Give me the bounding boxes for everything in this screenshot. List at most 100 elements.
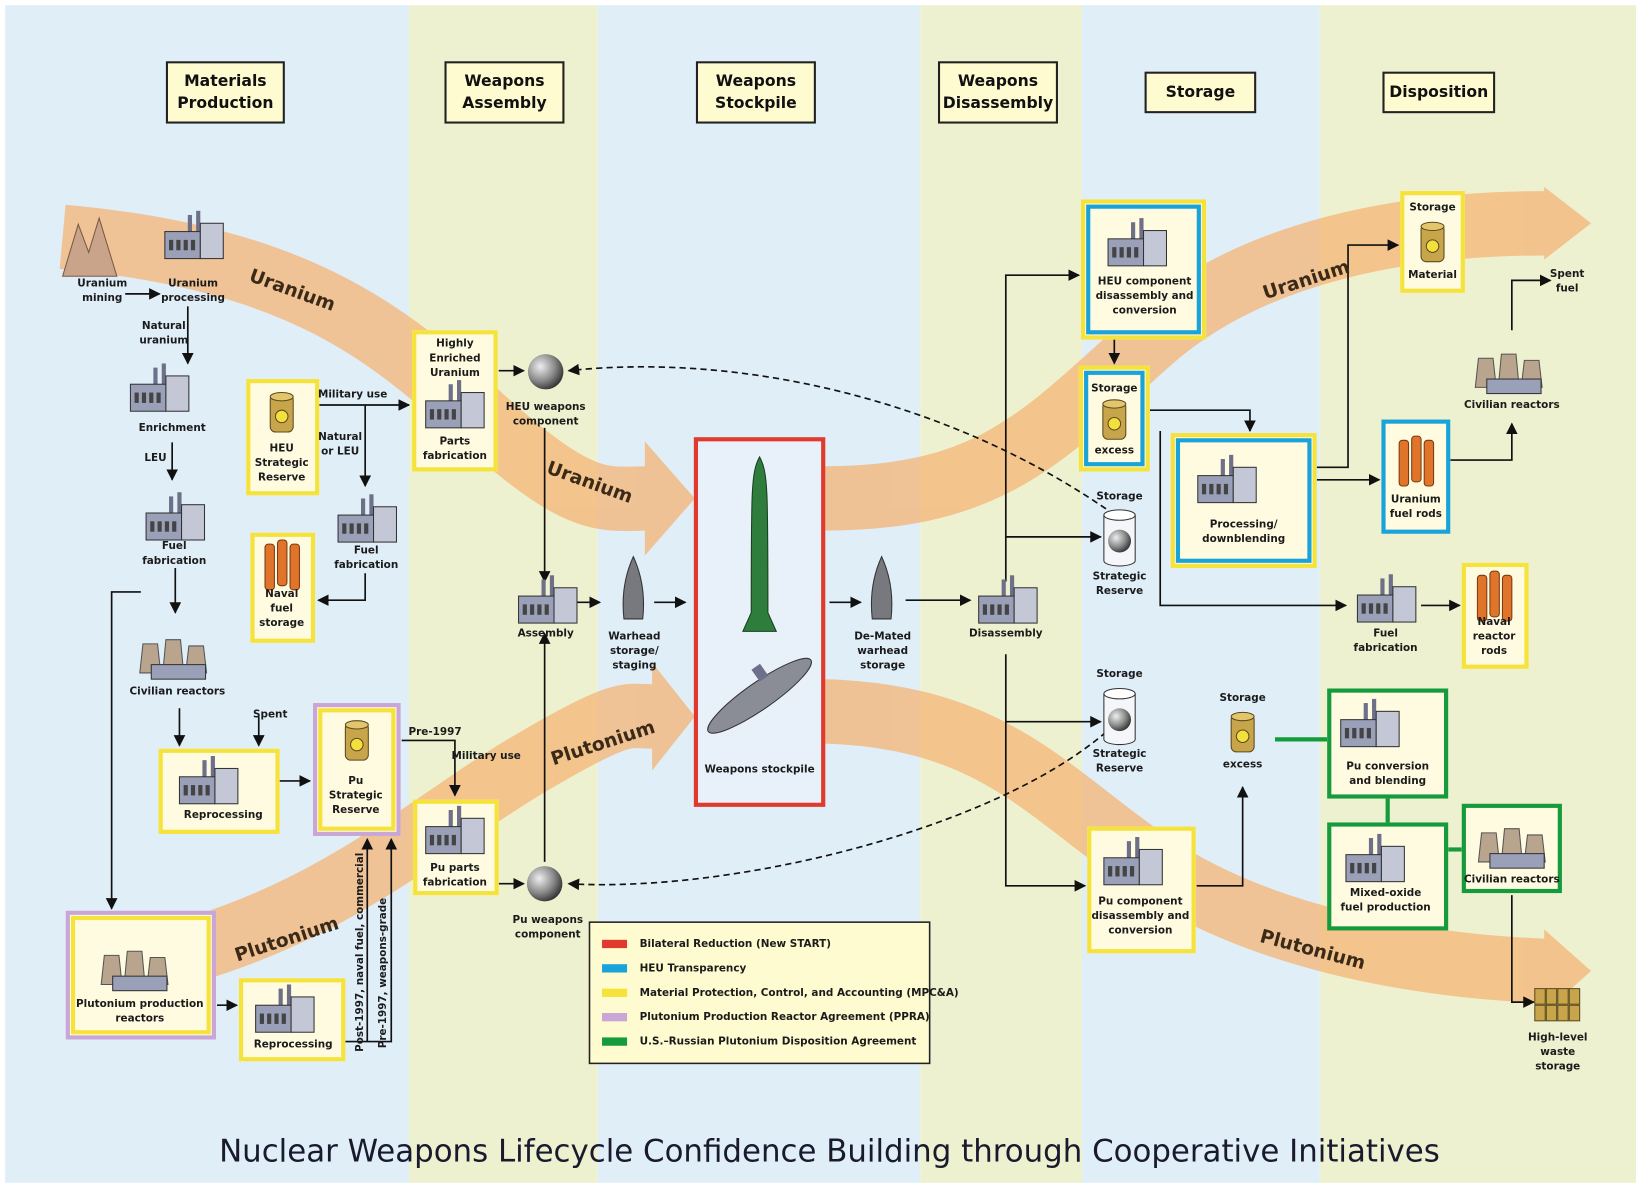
- icon-part: [176, 240, 180, 250]
- icon-part: [172, 521, 176, 531]
- diagram-title: Nuclear Weapons Lifecycle Confidence Bui…: [219, 1134, 1440, 1170]
- node-label: Pu weapons: [512, 914, 583, 926]
- icon-part: [1202, 484, 1206, 494]
- icon-part: [1209, 484, 1213, 494]
- node-icon: [1475, 354, 1542, 393]
- icon-part: [523, 604, 527, 614]
- icon-part: [290, 544, 299, 590]
- icon-part: [1487, 379, 1541, 394]
- icon-part: [1558, 1005, 1568, 1021]
- icon-part: [1477, 575, 1486, 621]
- node-label: Enrichment: [139, 422, 206, 434]
- icon-part: [342, 523, 346, 533]
- icon-part: [1217, 484, 1221, 494]
- icon-part: [275, 410, 288, 422]
- icon-part: [537, 604, 541, 614]
- icon-part: [1362, 603, 1366, 613]
- legend-label: U.S.–Russian Plutonium Disposition Agree…: [640, 1036, 917, 1048]
- column-header: Materials: [184, 72, 267, 90]
- node-label: reactor: [1473, 631, 1517, 643]
- icon-part: [444, 409, 448, 419]
- icon-part: [437, 409, 441, 419]
- node-label: Reprocessing: [184, 809, 263, 821]
- icon-part: [545, 604, 549, 614]
- icon-part: [430, 835, 434, 845]
- edge-label: Natural: [142, 320, 186, 332]
- node-icon: [140, 640, 207, 679]
- icon-part: [1535, 1005, 1545, 1021]
- icon-part: [1108, 417, 1121, 429]
- icon-part: [1399, 440, 1408, 486]
- node-label: storage: [860, 660, 905, 672]
- icon-part: [1104, 689, 1135, 699]
- icon-part: [1376, 711, 1399, 746]
- icon-part: [291, 997, 314, 1032]
- node-label: Pu component: [1098, 895, 1182, 907]
- node-label: Fuel: [162, 540, 187, 552]
- node-label: fabrication: [423, 450, 487, 462]
- icon-part: [198, 785, 202, 795]
- icon-part: [142, 393, 146, 403]
- icon-part: [206, 785, 210, 795]
- icon-part: [452, 409, 456, 419]
- icon-part: [1104, 510, 1135, 520]
- node-icon: [528, 354, 563, 389]
- node-icon: [270, 393, 293, 432]
- node-label: downblending: [1202, 533, 1285, 545]
- node-label: Disassembly: [969, 627, 1043, 639]
- legend-swatch: [602, 1037, 627, 1045]
- icon-part: [1384, 603, 1388, 613]
- node-label: conversion: [1113, 305, 1177, 317]
- edge-label: Post-1997, naval fuel, commercial: [354, 853, 366, 1052]
- node-icon: [527, 866, 562, 901]
- icon-part: [1424, 440, 1433, 486]
- icon-part: [1421, 222, 1444, 230]
- node-label: Uranium: [168, 278, 218, 290]
- column-header: Weapons: [716, 72, 796, 90]
- icon-part: [1144, 231, 1167, 266]
- node-label: Strategic: [1093, 570, 1147, 582]
- icon-part: [278, 540, 287, 586]
- node-label: component: [515, 929, 581, 941]
- node-label: De-Mated: [854, 631, 911, 643]
- icon-part: [437, 835, 441, 845]
- node-label: fuel: [270, 603, 293, 615]
- icon-part: [1108, 866, 1112, 876]
- node-icon: [345, 721, 368, 760]
- icon-part: [274, 1014, 278, 1024]
- icon-part: [1224, 484, 1228, 494]
- icon-part: [267, 1014, 271, 1024]
- node-label: Uranium: [77, 278, 127, 290]
- icon-part: [265, 544, 274, 590]
- icon-part: [150, 521, 154, 531]
- node-label: Strategic: [329, 789, 383, 801]
- node-label: staging: [612, 660, 656, 672]
- node-label: Material: [1408, 269, 1457, 281]
- icon-part: [184, 785, 188, 795]
- node-label: Reprocessing: [254, 1039, 333, 1051]
- icon-part: [1546, 989, 1556, 1005]
- icon-part: [1127, 247, 1131, 257]
- node-label: Fuel: [1373, 627, 1398, 639]
- node-top-label: Highly: [436, 338, 474, 350]
- node-label: Reserve: [258, 472, 305, 484]
- icon-part: [1352, 728, 1356, 738]
- node-label: Strategic: [1093, 748, 1147, 760]
- node-label: warhead: [857, 645, 908, 657]
- node-label: fabrication: [334, 559, 398, 571]
- icon-part: [1233, 467, 1256, 502]
- icon-part: [1345, 728, 1349, 738]
- node-label: High-level: [1528, 1031, 1588, 1043]
- node-label: Strategic: [255, 457, 309, 469]
- icon-part: [1360, 728, 1364, 738]
- node-label: Naval: [1478, 616, 1511, 628]
- node-label: mining: [82, 292, 122, 304]
- icon-part: [169, 240, 173, 250]
- icon-part: [1236, 730, 1249, 742]
- node-label: Civilian reactors: [1464, 399, 1560, 411]
- icon-part: [1103, 400, 1126, 408]
- legend-label: Plutonium Production Reactor Agreement (…: [640, 1011, 930, 1023]
- node-label: fabrication: [142, 555, 206, 567]
- legend-swatch: [602, 940, 627, 948]
- icon-part: [165, 521, 169, 531]
